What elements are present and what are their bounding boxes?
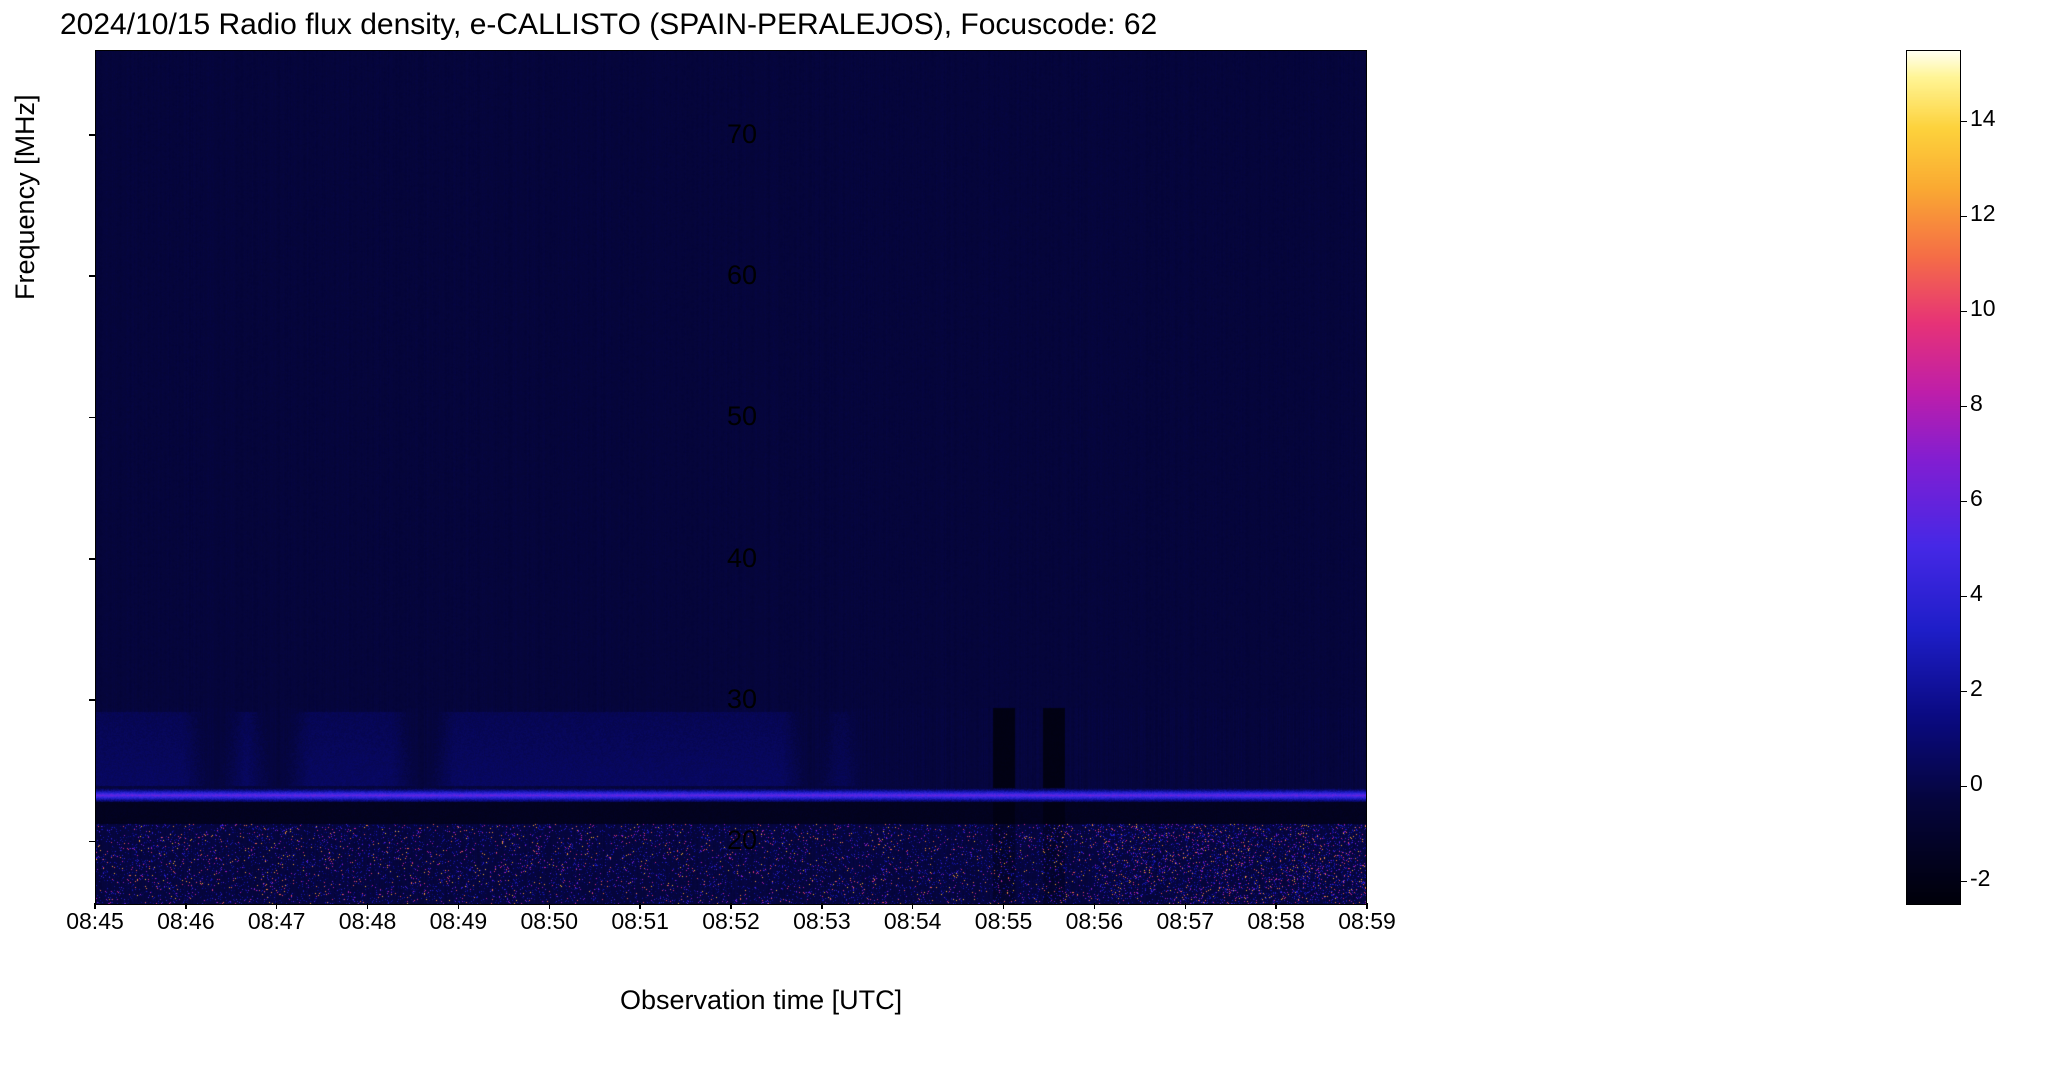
colorbar-tick-label-6: 6 [1970, 485, 1983, 512]
x-tick-label-0855: 08:55 [966, 908, 1042, 935]
colorbar-tick-label-0: 0 [1970, 770, 1983, 797]
y-tick-label-40: 40 [697, 543, 757, 574]
x-tick-label-0848: 08:48 [330, 908, 406, 935]
colorbar-tick-mark-12 [1961, 216, 1967, 218]
spectrogram-canvas[interactable] [96, 51, 1367, 905]
y-tick-mark-70 [89, 134, 95, 136]
x-axis-label: Observation time [UTC] [620, 985, 902, 1016]
y-axis-label: Frequency [MHz] [10, 94, 41, 300]
colorbar-tick-mark-2 [1961, 691, 1967, 693]
colorbar-tick-label-12: 12 [1970, 200, 1996, 227]
colorbar-tick-mark-8 [1961, 406, 1967, 408]
x-tick-label-0856: 08:56 [1056, 908, 1132, 935]
y-tick-label-70: 70 [697, 119, 757, 150]
y-tick-label-60: 60 [697, 260, 757, 291]
colorbar-tick-mark-14 [1961, 121, 1967, 123]
colorbar-tick-label-14: 14 [1970, 105, 1996, 132]
colorbar-tick-mark-10 [1961, 311, 1967, 313]
y-tick-label-20: 20 [697, 825, 757, 856]
x-tick-label-0846: 08:46 [148, 908, 224, 935]
plot-title: 2024/10/15 Radio flux density, e-CALLIST… [60, 8, 1157, 42]
y-tick-mark-60 [89, 275, 95, 277]
x-tick-label-0854: 08:54 [875, 908, 951, 935]
colorbar-tick-mark-4 [1961, 596, 1967, 598]
y-tick-label-30: 30 [697, 684, 757, 715]
colorbar-tick-label-4: 4 [1970, 580, 1983, 607]
spectrogram-plot-area[interactable] [95, 50, 1367, 905]
x-tick-label-0857: 08:57 [1147, 908, 1223, 935]
colorbar-tick-mark-0 [1961, 786, 1967, 788]
y-tick-mark-50 [89, 417, 95, 419]
y-tick-mark-20 [89, 841, 95, 843]
x-tick-label-0858: 08:58 [1238, 908, 1314, 935]
colorbar-gradient[interactable] [1906, 50, 1961, 905]
y-tick-mark-40 [89, 558, 95, 560]
spectrogram-window: 2024/10/15 Radio flux density, e-CALLIST… [0, 0, 2047, 1067]
colorbar-tick-label--2: -2 [1970, 865, 1990, 892]
x-tick-label-0852: 08:52 [693, 908, 769, 935]
colorbar-tick-label-8: 8 [1970, 390, 1983, 417]
x-tick-label-0851: 08:51 [602, 908, 678, 935]
x-tick-label-0859: 08:59 [1329, 908, 1405, 935]
x-tick-label-0847: 08:47 [239, 908, 315, 935]
y-tick-mark-30 [89, 699, 95, 701]
x-tick-label-0849: 08:49 [420, 908, 496, 935]
colorbar-tick-mark-6 [1961, 501, 1967, 503]
x-tick-label-0853: 08:53 [784, 908, 860, 935]
y-tick-label-50: 50 [697, 401, 757, 432]
colorbar-tick-label-10: 10 [1970, 295, 1996, 322]
x-tick-label-0845: 08:45 [57, 908, 133, 935]
colorbar-tick-mark--2 [1961, 881, 1967, 883]
x-tick-label-0850: 08:50 [511, 908, 587, 935]
colorbar-tick-label-2: 2 [1970, 675, 1983, 702]
